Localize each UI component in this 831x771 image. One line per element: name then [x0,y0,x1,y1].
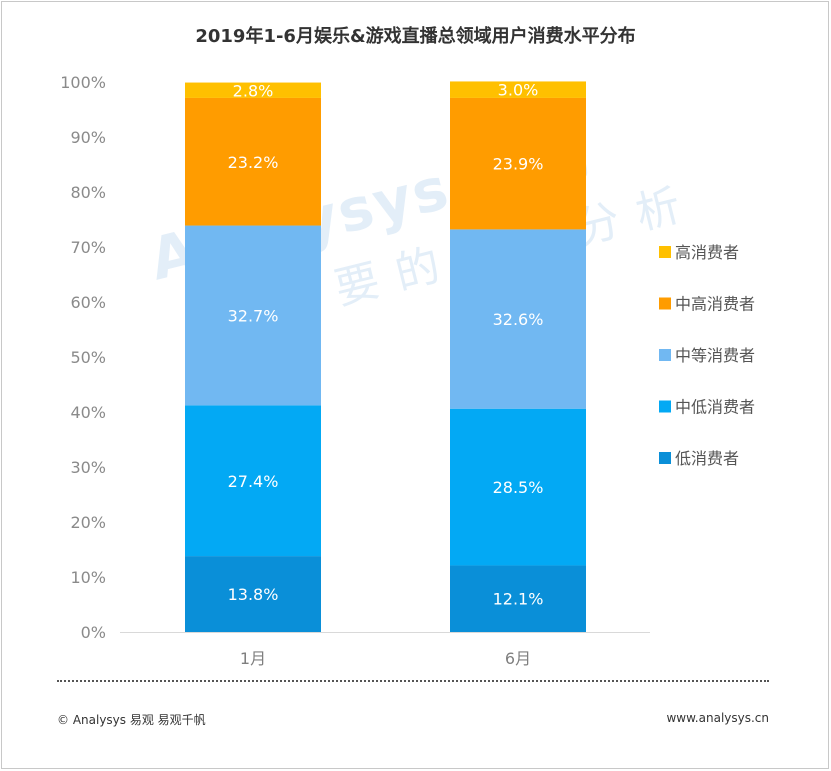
legend-swatch [659,246,671,258]
y-tick-label: 20% [70,513,106,532]
data-label: 13.8% [228,585,279,604]
bar-segment[interactable] [185,556,321,632]
y-tick-label: 70% [70,238,106,257]
bar-segment[interactable] [450,97,586,230]
y-tick-label: 30% [70,458,106,477]
legend-label: 低消费者 [675,449,739,468]
data-label: 27.4% [228,472,279,491]
bar-segment[interactable] [185,97,321,226]
x-category-label: 6月 [505,649,531,668]
y-tick-label: 0% [81,623,106,642]
y-tick-label: 50% [70,348,106,367]
data-label: 2.8% [233,81,274,100]
y-tick-label: 90% [70,128,106,147]
y-tick-label: 60% [70,293,106,312]
bar-segment[interactable] [450,408,586,566]
legend-label: 中高消费者 [675,295,755,314]
bar-segment[interactable] [185,405,321,557]
stacked-bar-chart: 0% 10% 20% 30% 40% 50% 60% 70% 80% 90% 100% 13.8% 27… [60,73,755,668]
y-tick-label: 40% [70,403,106,422]
data-label: 28.5% [493,478,544,497]
bar-segment[interactable] [450,81,586,98]
bar-segment[interactable] [185,225,321,406]
legend-label: 中等消费者 [675,346,755,365]
bar-segment[interactable] [450,565,586,632]
bar-segment[interactable] [450,229,586,409]
data-label: 32.6% [493,310,544,329]
data-label: 23.2% [228,153,279,172]
y-tick-label: 100% [60,73,106,92]
data-label: 12.1% [493,590,544,609]
bar-segment[interactable] [185,82,321,98]
y-tick-label: 80% [70,183,106,202]
legend-swatch [659,400,671,413]
y-tick-label: 10% [70,568,106,587]
x-category-label: 1月 [240,649,266,668]
legend-label: 中低消费者 [675,398,755,417]
chart-title: 2019年1-6月娱乐&游戏直播总领域用户消费水平分布 [195,26,636,47]
footer-copyright: © Analysys 易观 易观千帆 [57,713,206,727]
data-label: 23.9% [493,155,544,174]
legend-swatch [659,349,671,361]
footer-website[interactable]: www.analysys.cn [666,711,769,725]
legend-swatch [659,452,671,464]
legend-swatch [659,297,671,310]
footer-divider [57,680,769,682]
data-label: 3.0% [498,81,539,100]
legend-label: 高消费者 [675,243,739,262]
data-label: 32.7% [228,306,279,325]
